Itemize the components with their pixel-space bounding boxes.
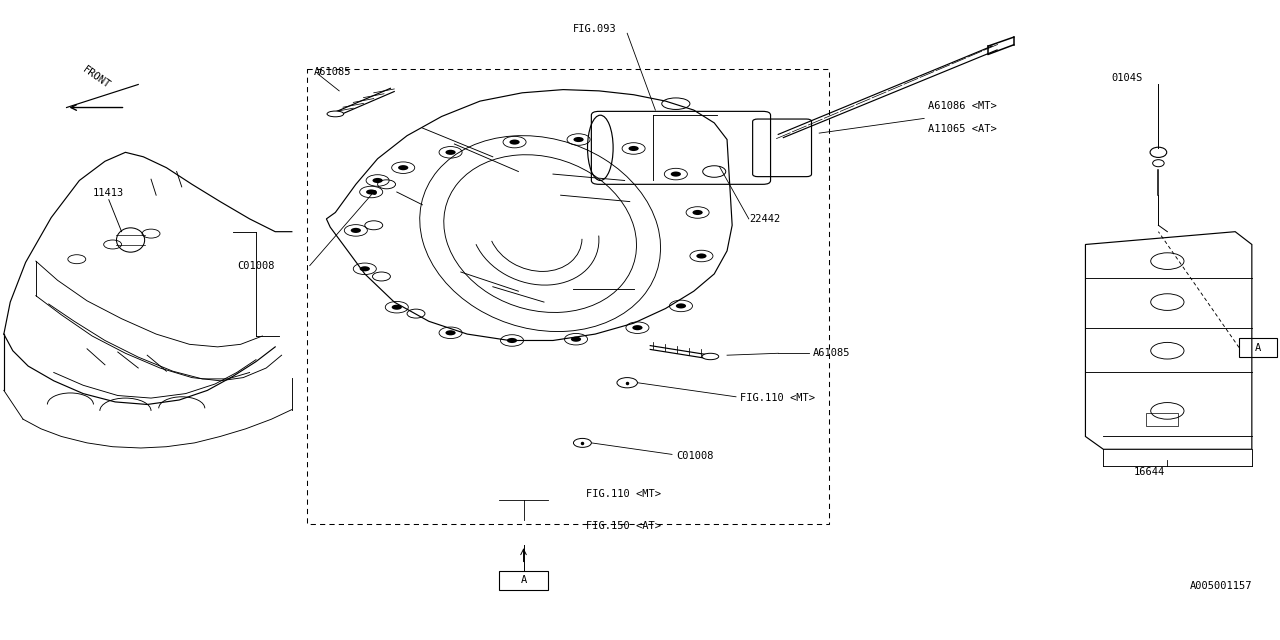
Circle shape — [676, 303, 686, 308]
Circle shape — [360, 266, 370, 271]
Text: A11065 <AT>: A11065 <AT> — [928, 124, 997, 134]
Text: A61085: A61085 — [813, 348, 850, 358]
Text: 0104S: 0104S — [1111, 73, 1142, 83]
Circle shape — [696, 253, 707, 259]
Circle shape — [392, 305, 402, 310]
Text: 16644: 16644 — [1134, 467, 1165, 477]
Circle shape — [372, 178, 383, 183]
Text: FIG.110 <MT>: FIG.110 <MT> — [740, 393, 815, 403]
Text: C01008: C01008 — [237, 260, 274, 271]
Circle shape — [628, 146, 639, 151]
Circle shape — [366, 189, 376, 195]
Ellipse shape — [701, 353, 719, 360]
Circle shape — [632, 325, 643, 330]
Circle shape — [573, 137, 584, 142]
Text: C01008: C01008 — [676, 451, 713, 461]
Circle shape — [671, 172, 681, 177]
Text: FIG.093: FIG.093 — [573, 24, 617, 34]
Text: FIG.110 <MT>: FIG.110 <MT> — [586, 489, 662, 499]
Ellipse shape — [328, 111, 344, 117]
Text: FRONT: FRONT — [81, 65, 111, 91]
Circle shape — [617, 378, 637, 388]
Circle shape — [573, 438, 591, 447]
Circle shape — [571, 337, 581, 342]
Text: A61085: A61085 — [314, 67, 351, 77]
Circle shape — [398, 165, 408, 170]
Text: A005001157: A005001157 — [1189, 580, 1252, 591]
Circle shape — [509, 140, 520, 145]
Bar — [1146, 413, 1178, 426]
Circle shape — [351, 228, 361, 233]
Text: A61086 <MT>: A61086 <MT> — [928, 100, 997, 111]
Text: 11413: 11413 — [93, 188, 124, 198]
Text: FIG.150 <AT>: FIG.150 <AT> — [586, 521, 662, 531]
Circle shape — [692, 210, 703, 215]
Circle shape — [507, 338, 517, 343]
Text: A: A — [521, 575, 526, 586]
Text: A: A — [1256, 342, 1261, 353]
Text: 22442: 22442 — [749, 214, 780, 224]
Circle shape — [445, 150, 456, 155]
Circle shape — [445, 330, 456, 335]
